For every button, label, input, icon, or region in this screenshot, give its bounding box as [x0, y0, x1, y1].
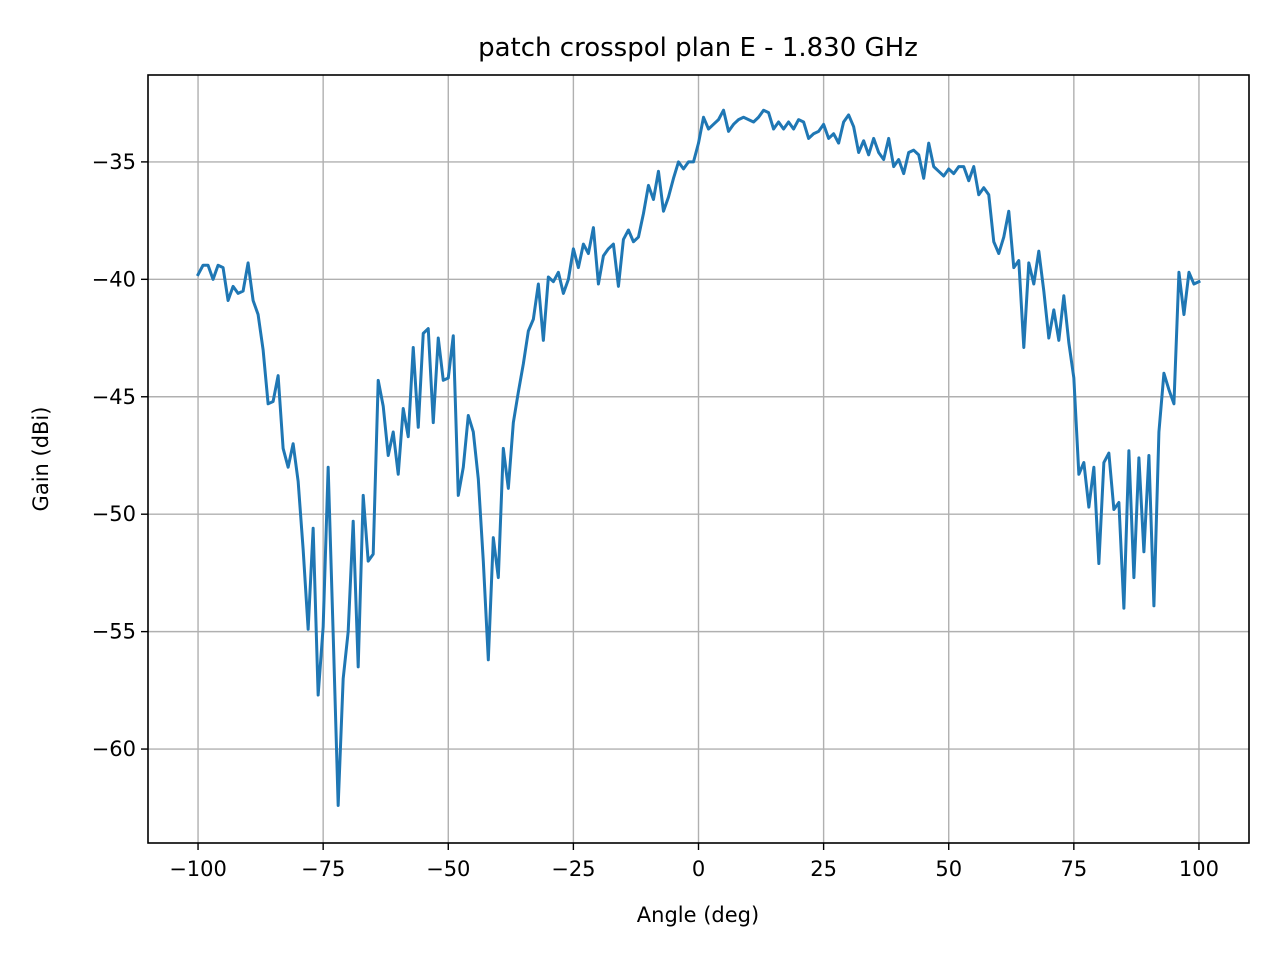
x-tick-label: −50 [426, 857, 470, 881]
ticks: −100 −75 −50 −25 0 25 50 75 100 −35 −40 −45 −50 −55 −6… [92, 150, 1219, 881]
y-axis-label: Gain (dBi) [29, 407, 53, 512]
x-tick-label: 75 [1060, 857, 1087, 881]
y-tick-label: −55 [92, 620, 136, 644]
x-tick-label: −25 [551, 857, 595, 881]
x-tick-label: 25 [810, 857, 837, 881]
grid [148, 75, 1249, 843]
x-tick-label: 0 [692, 857, 705, 881]
x-tick-label: −75 [301, 857, 345, 881]
series-line [196, 108, 1201, 807]
y-tick-label: −60 [92, 737, 136, 761]
y-tick-label: −35 [92, 150, 136, 174]
y-tick-label: −40 [92, 267, 136, 291]
plot-area [196, 108, 1201, 807]
x-tick-label: 50 [935, 857, 962, 881]
y-tick-label: −50 [92, 502, 136, 526]
x-tick-label: 100 [1179, 857, 1219, 881]
x-axis-label: Angle (deg) [637, 903, 759, 927]
chart-title: patch crosspol plan E - 1.830 GHz [478, 33, 918, 63]
x-tick-label: −100 [169, 857, 227, 881]
y-tick-label: −45 [92, 385, 136, 409]
